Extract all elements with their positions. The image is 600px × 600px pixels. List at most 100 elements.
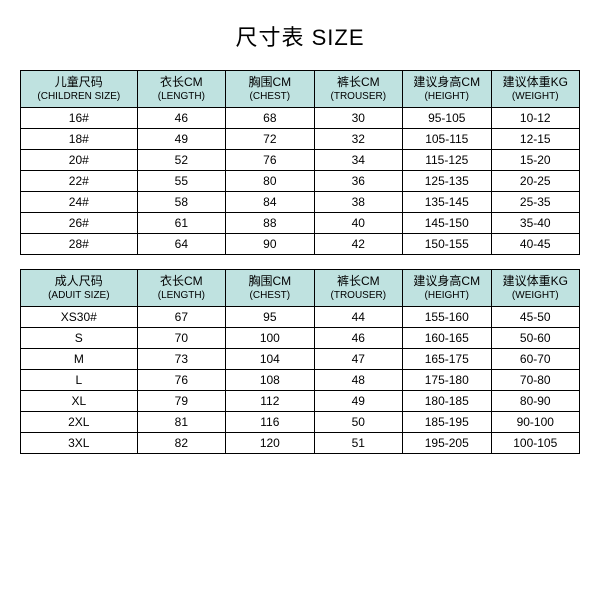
- cell: XL: [21, 391, 138, 412]
- table-row: XL7911249180-18580-90: [21, 391, 580, 412]
- size-chart: 尺寸表 SIZE 儿童尺码(CHILDREN SIZE)衣长CM(LENGTH)…: [20, 20, 580, 454]
- cell: 180-185: [403, 391, 491, 412]
- column-header: 胸围CM(CHEST): [226, 270, 314, 307]
- cell: 20#: [21, 150, 138, 171]
- cell: S: [21, 328, 138, 349]
- cell: 135-145: [403, 192, 491, 213]
- cell: 35-40: [491, 213, 580, 234]
- cell: 175-180: [403, 370, 491, 391]
- column-header: 建议身高CM(HEIGHT): [403, 71, 491, 108]
- cell: 185-195: [403, 412, 491, 433]
- cell: 145-150: [403, 213, 491, 234]
- column-header: 衣长CM(LENGTH): [137, 270, 225, 307]
- cell: 28#: [21, 234, 138, 255]
- header-row: 成人尺码(ADUIT SIZE)衣长CM(LENGTH)胸围CM(CHEST)裤…: [21, 270, 580, 307]
- cell: 95-105: [403, 108, 491, 129]
- cell: 104: [226, 349, 314, 370]
- column-header: 衣长CM(LENGTH): [137, 71, 225, 108]
- cell: 112: [226, 391, 314, 412]
- cell: 79: [137, 391, 225, 412]
- column-header: 建议体重KG(WEIGHT): [491, 71, 580, 108]
- cell: 90: [226, 234, 314, 255]
- cell: 120: [226, 433, 314, 454]
- table-row: 24#588438135-14525-35: [21, 192, 580, 213]
- cell: 70-80: [491, 370, 580, 391]
- table-row: 22#558036125-13520-25: [21, 171, 580, 192]
- table-row: 2XL8111650185-19590-100: [21, 412, 580, 433]
- table-row: 20#527634115-12515-20: [21, 150, 580, 171]
- column-header: 建议体重KG(WEIGHT): [491, 270, 580, 307]
- section-gap: [21, 255, 580, 270]
- cell: 55: [137, 171, 225, 192]
- table-row: 26#618840145-15035-40: [21, 213, 580, 234]
- cell: 44: [314, 307, 402, 328]
- column-header: 胸围CM(CHEST): [226, 71, 314, 108]
- cell: 51: [314, 433, 402, 454]
- cell: 40: [314, 213, 402, 234]
- table-row: 16#46683095-10510-12: [21, 108, 580, 129]
- cell: 76: [137, 370, 225, 391]
- cell: 24#: [21, 192, 138, 213]
- table-row: M7310447165-17560-70: [21, 349, 580, 370]
- cell: 47: [314, 349, 402, 370]
- cell: 36: [314, 171, 402, 192]
- column-header: 裤长CM(TROUSER): [314, 71, 402, 108]
- cell: 72: [226, 129, 314, 150]
- cell: 195-205: [403, 433, 491, 454]
- cell: 95: [226, 307, 314, 328]
- cell: 115-125: [403, 150, 491, 171]
- cell: 15-20: [491, 150, 580, 171]
- cell: 68: [226, 108, 314, 129]
- cell: 2XL: [21, 412, 138, 433]
- cell: 34: [314, 150, 402, 171]
- cell: 10-12: [491, 108, 580, 129]
- column-header: 建议身高CM(HEIGHT): [403, 270, 491, 307]
- cell: 38: [314, 192, 402, 213]
- cell: 52: [137, 150, 225, 171]
- cell: 80: [226, 171, 314, 192]
- cell: 60-70: [491, 349, 580, 370]
- cell: 165-175: [403, 349, 491, 370]
- header-row: 儿童尺码(CHILDREN SIZE)衣长CM(LENGTH)胸围CM(CHES…: [21, 71, 580, 108]
- cell: 32: [314, 129, 402, 150]
- cell: 48: [314, 370, 402, 391]
- cell: 70: [137, 328, 225, 349]
- cell: 88: [226, 213, 314, 234]
- cell: 61: [137, 213, 225, 234]
- cell: 76: [226, 150, 314, 171]
- cell: 90-100: [491, 412, 580, 433]
- cell: 26#: [21, 213, 138, 234]
- cell: 160-165: [403, 328, 491, 349]
- cell: 81: [137, 412, 225, 433]
- cell: 155-160: [403, 307, 491, 328]
- cell: 42: [314, 234, 402, 255]
- cell: 73: [137, 349, 225, 370]
- cell: 49: [314, 391, 402, 412]
- column-header: 裤长CM(TROUSER): [314, 270, 402, 307]
- cell: 58: [137, 192, 225, 213]
- cell: 3XL: [21, 433, 138, 454]
- cell: 22#: [21, 171, 138, 192]
- cell: 125-135: [403, 171, 491, 192]
- cell: M: [21, 349, 138, 370]
- cell: 12-15: [491, 129, 580, 150]
- cell: 105-115: [403, 129, 491, 150]
- cell: 49: [137, 129, 225, 150]
- table-row: 28#649042150-15540-45: [21, 234, 580, 255]
- table-row: 18#497232105-11512-15: [21, 129, 580, 150]
- size-table: 儿童尺码(CHILDREN SIZE)衣长CM(LENGTH)胸围CM(CHES…: [20, 70, 580, 454]
- table-row: XS30#679544155-16045-50: [21, 307, 580, 328]
- column-header: 成人尺码(ADUIT SIZE): [21, 270, 138, 307]
- cell: 18#: [21, 129, 138, 150]
- cell: L: [21, 370, 138, 391]
- table-row: 3XL8212051195-205100-105: [21, 433, 580, 454]
- cell: 108: [226, 370, 314, 391]
- table-row: S7010046160-16550-60: [21, 328, 580, 349]
- cell: 67: [137, 307, 225, 328]
- cell: 100-105: [491, 433, 580, 454]
- cell: 25-35: [491, 192, 580, 213]
- cell: 50: [314, 412, 402, 433]
- cell: 100: [226, 328, 314, 349]
- cell: 64: [137, 234, 225, 255]
- cell: 45-50: [491, 307, 580, 328]
